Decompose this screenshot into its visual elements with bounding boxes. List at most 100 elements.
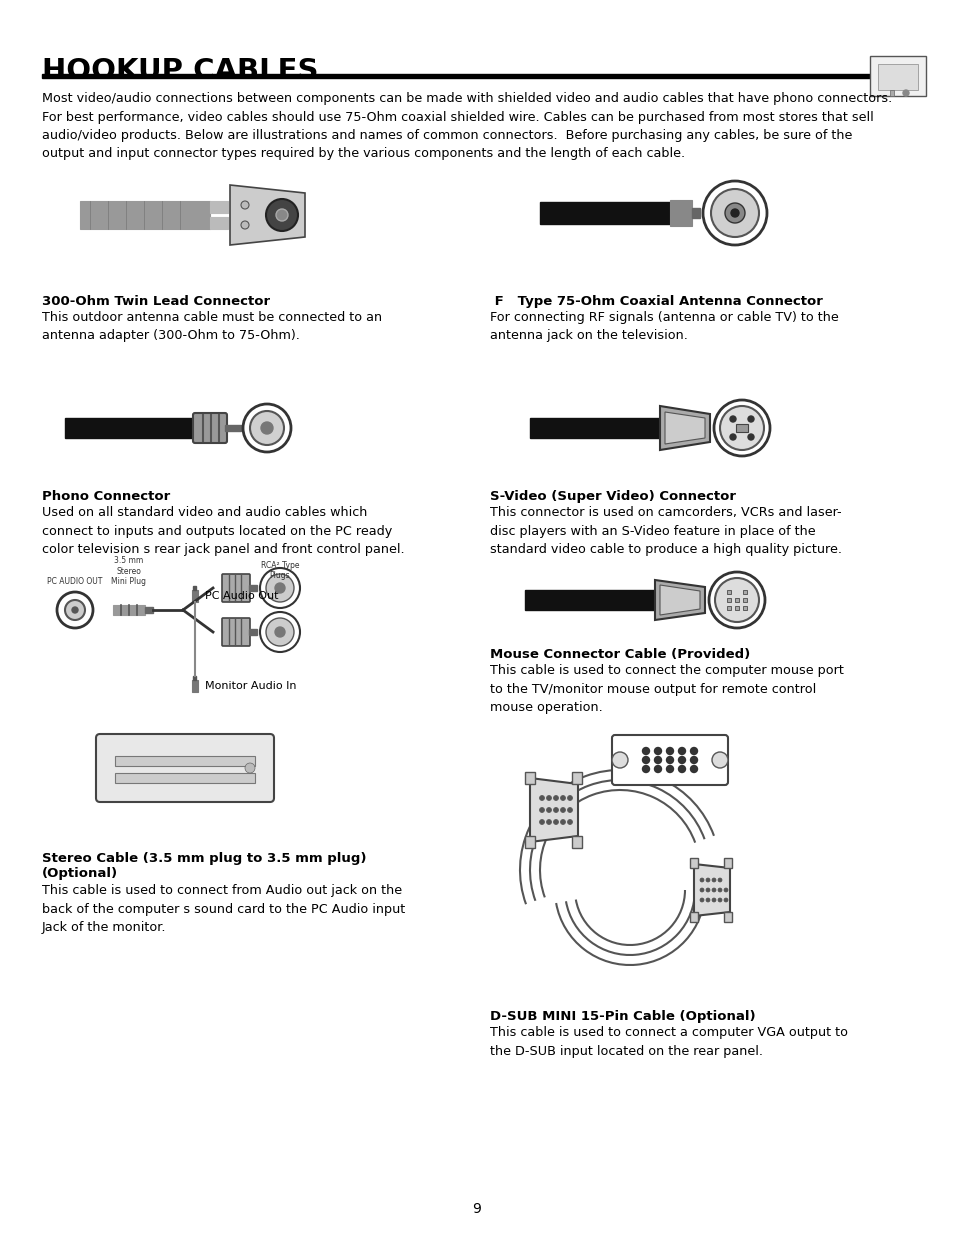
Bar bbox=[524, 590, 655, 610]
Circle shape bbox=[560, 820, 565, 825]
Text: Stereo Cable (3.5 mm plug to 3.5 mm plug)
(Optional): Stereo Cable (3.5 mm plug to 3.5 mm plug… bbox=[42, 852, 366, 881]
Bar bbox=[112, 605, 145, 615]
Circle shape bbox=[666, 757, 673, 763]
FancyBboxPatch shape bbox=[612, 735, 727, 785]
Polygon shape bbox=[230, 185, 305, 245]
Polygon shape bbox=[659, 585, 700, 615]
Circle shape bbox=[702, 182, 766, 245]
Circle shape bbox=[718, 898, 721, 902]
FancyBboxPatch shape bbox=[96, 734, 274, 802]
Circle shape bbox=[711, 878, 716, 882]
Bar bbox=[689, 911, 698, 923]
Text: Mouse Connector Cable (Provided): Mouse Connector Cable (Provided) bbox=[490, 648, 749, 661]
Circle shape bbox=[641, 757, 649, 763]
Circle shape bbox=[654, 757, 660, 763]
Text: HOOKUP CABLES: HOOKUP CABLES bbox=[42, 57, 318, 85]
Bar bbox=[115, 773, 254, 783]
FancyBboxPatch shape bbox=[193, 412, 227, 443]
Text: Used on all standard video and audio cables which
connect to inputs and outputs : Used on all standard video and audio cab… bbox=[42, 506, 404, 556]
Circle shape bbox=[241, 201, 249, 209]
Bar bbox=[192, 680, 198, 692]
Bar bbox=[249, 585, 256, 592]
Circle shape bbox=[718, 888, 721, 892]
Bar bbox=[572, 836, 581, 848]
Circle shape bbox=[711, 898, 716, 902]
Circle shape bbox=[730, 209, 739, 217]
Text: D-SUB MINI 15-Pin Cable (Optional): D-SUB MINI 15-Pin Cable (Optional) bbox=[490, 1010, 755, 1023]
Circle shape bbox=[567, 820, 572, 825]
Circle shape bbox=[654, 747, 660, 755]
Circle shape bbox=[641, 747, 649, 755]
Circle shape bbox=[711, 752, 727, 768]
Circle shape bbox=[641, 766, 649, 773]
Bar bbox=[192, 590, 198, 601]
Bar bbox=[524, 836, 535, 848]
Bar bbox=[726, 590, 730, 594]
Circle shape bbox=[720, 406, 763, 450]
Circle shape bbox=[546, 808, 551, 813]
Bar bbox=[145, 606, 152, 613]
Polygon shape bbox=[693, 864, 729, 916]
Bar bbox=[669, 200, 691, 226]
Bar bbox=[530, 417, 659, 438]
Bar bbox=[689, 858, 698, 868]
Circle shape bbox=[553, 808, 558, 813]
Circle shape bbox=[690, 766, 697, 773]
Bar bbox=[42, 74, 911, 78]
Circle shape bbox=[266, 618, 294, 646]
Circle shape bbox=[729, 433, 735, 440]
Text: F   Type 75-Ohm Coaxial Antenna Connector: F Type 75-Ohm Coaxial Antenna Connector bbox=[490, 295, 822, 308]
Text: PC Audio Out: PC Audio Out bbox=[205, 592, 278, 601]
Text: Most video/audio connections between components can be made with shielded video : Most video/audio connections between com… bbox=[42, 91, 891, 161]
Bar bbox=[726, 606, 730, 610]
Circle shape bbox=[546, 795, 551, 800]
Bar bbox=[735, 424, 747, 432]
Circle shape bbox=[250, 411, 284, 445]
Text: Monitor Audio In: Monitor Audio In bbox=[205, 680, 296, 692]
Bar bbox=[877, 64, 917, 90]
Circle shape bbox=[560, 808, 565, 813]
Text: This cable is used to connect a computer VGA output to
the D-SUB input located o: This cable is used to connect a computer… bbox=[490, 1026, 847, 1057]
Bar bbox=[691, 207, 700, 219]
Circle shape bbox=[723, 898, 727, 902]
Text: For connecting RF signals (antenna or cable TV) to the
antenna jack on the telev: For connecting RF signals (antenna or ca… bbox=[490, 311, 838, 342]
Bar bbox=[249, 629, 256, 635]
Polygon shape bbox=[655, 580, 704, 620]
Bar bbox=[734, 606, 739, 610]
Circle shape bbox=[723, 888, 727, 892]
Circle shape bbox=[567, 795, 572, 800]
Circle shape bbox=[241, 221, 249, 228]
Bar bbox=[524, 772, 535, 784]
Bar bbox=[742, 590, 746, 594]
Circle shape bbox=[710, 189, 759, 237]
Bar bbox=[210, 217, 228, 228]
Text: This cable is used to connect the computer mouse port
to the TV/monitor mouse ou: This cable is used to connect the comput… bbox=[490, 664, 843, 714]
Bar bbox=[539, 203, 669, 224]
Circle shape bbox=[654, 766, 660, 773]
Bar bbox=[869, 56, 925, 96]
Bar bbox=[193, 585, 196, 590]
Circle shape bbox=[553, 795, 558, 800]
Circle shape bbox=[747, 416, 753, 422]
Circle shape bbox=[71, 606, 78, 613]
Bar bbox=[726, 598, 730, 601]
Text: 3.5 mm
Stereo
Mini Plug: 3.5 mm Stereo Mini Plug bbox=[112, 556, 147, 585]
Circle shape bbox=[553, 820, 558, 825]
Circle shape bbox=[700, 878, 703, 882]
Circle shape bbox=[65, 600, 85, 620]
Circle shape bbox=[705, 878, 709, 882]
Circle shape bbox=[266, 199, 297, 231]
Text: 9: 9 bbox=[472, 1202, 481, 1216]
Bar bbox=[225, 425, 241, 431]
Circle shape bbox=[700, 888, 703, 892]
Circle shape bbox=[243, 404, 291, 452]
Text: PC AUDIO OUT: PC AUDIO OUT bbox=[48, 577, 103, 585]
Bar bbox=[210, 201, 228, 212]
Circle shape bbox=[539, 795, 544, 800]
Bar bbox=[723, 858, 731, 868]
Bar bbox=[115, 756, 254, 766]
Text: This cable is used to connect from Audio out jack on the
back of the computer s : This cable is used to connect from Audio… bbox=[42, 884, 405, 934]
Circle shape bbox=[747, 433, 753, 440]
Circle shape bbox=[260, 568, 299, 608]
Circle shape bbox=[700, 898, 703, 902]
